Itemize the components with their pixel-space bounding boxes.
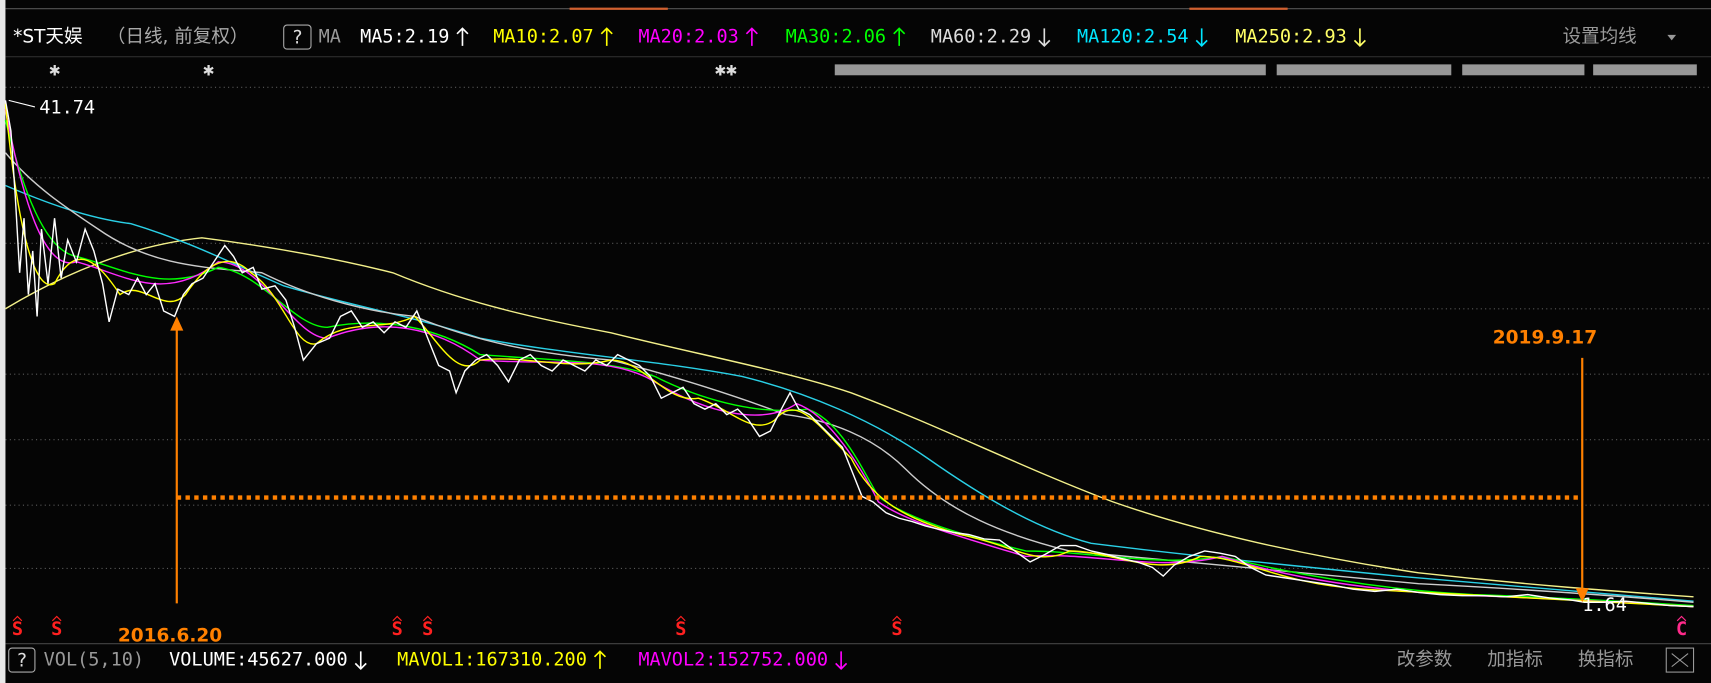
left-edge xyxy=(0,0,6,683)
help-button[interactable] xyxy=(283,24,312,50)
trade-marker: S xyxy=(675,619,686,640)
close-icon[interactable] xyxy=(1671,653,1689,668)
ma120-line xyxy=(5,184,1694,602)
arrow-head xyxy=(170,316,184,331)
trade-marker: C xyxy=(1676,619,1687,640)
volume-indicator: VOL(5,10) xyxy=(44,650,144,671)
event-strip xyxy=(1593,64,1697,76)
ma-item: MA5:2.19 xyxy=(360,27,449,48)
help-icon[interactable]: ? xyxy=(292,28,303,49)
ma250-line xyxy=(5,237,1694,598)
volume-item: MAVOL1:167310.200 xyxy=(397,650,587,671)
trend-arrow xyxy=(745,27,758,46)
stock-name: *ST天娱 xyxy=(13,27,82,48)
event-strip xyxy=(1462,64,1585,76)
trend-arrow xyxy=(600,27,613,46)
volume-button[interactable]: 加指标 xyxy=(1487,650,1543,671)
ma-legend: MA5:2.19 MA10:2.07 MA20:2.03 MA30:2.06 MA60:… xyxy=(360,27,1366,48)
indicator-name: MA xyxy=(319,27,341,48)
event-strip xyxy=(834,64,1266,76)
volume-item: MAVOL2:152752.000 xyxy=(638,650,828,671)
ma60-line xyxy=(4,152,1694,603)
volume-button[interactable]: 改参数 xyxy=(1397,650,1453,671)
trend-arrow xyxy=(893,27,906,46)
trend-arrow xyxy=(1038,28,1051,47)
close-button[interactable] xyxy=(1665,647,1695,673)
price-lines xyxy=(4,100,1694,608)
trend-arrow xyxy=(354,651,367,670)
marker-arrow xyxy=(892,615,902,622)
marker-arrow xyxy=(676,615,686,622)
volume-help-icon[interactable]: ? xyxy=(16,651,27,672)
trend-arrow xyxy=(456,27,469,46)
low-label: 1.64 xyxy=(1582,595,1627,616)
event-strip xyxy=(1276,64,1452,76)
volume-help-button[interactable] xyxy=(8,647,36,673)
chart-mode: （日线, 前复权） xyxy=(107,27,249,48)
marker-arrow xyxy=(392,615,402,622)
settings-button[interactable]: 设置均线 xyxy=(1563,27,1637,48)
trade-marker: S xyxy=(51,619,62,640)
ma-item: MA60:2.29 xyxy=(931,27,1031,48)
marker-arrow xyxy=(422,615,433,622)
start-annotation: 2016.6.20 xyxy=(118,626,222,647)
trade-marker: S xyxy=(12,619,23,640)
trend-arrow xyxy=(593,650,607,669)
ma-item: MA30:2.06 xyxy=(786,27,886,48)
arrow-head xyxy=(1575,588,1589,603)
high-pointer xyxy=(8,99,36,108)
trend-arrow xyxy=(1195,28,1208,47)
high-label: 41.74 xyxy=(39,98,95,119)
event-marker: ✱ xyxy=(49,59,60,80)
marker-arrow xyxy=(1676,615,1687,622)
volume-legend: VOLUME:45627.000 MAVOL1:167310.200 MAVOL2:… xyxy=(169,650,848,671)
ma-item: MA250:2.93 xyxy=(1235,27,1347,48)
ma-item: MA20:2.03 xyxy=(638,27,738,48)
volume-buttons: 改参数 加指标 换指标 xyxy=(1397,650,1634,671)
volume-item: VOLUME:45627.000 xyxy=(169,650,348,671)
trend-arrow xyxy=(835,651,848,670)
trend-arrow xyxy=(1353,28,1366,47)
ma20-line xyxy=(4,108,1694,608)
price-line xyxy=(4,100,1694,608)
trade-marker: S xyxy=(891,619,902,640)
event-markers: ✱ ✱ ✱✱ xyxy=(49,59,1697,80)
ma-item: MA120:2.54 xyxy=(1077,27,1189,48)
settings-dropdown[interactable] xyxy=(1667,34,1677,41)
ma-item: MA10:2.07 xyxy=(493,27,593,48)
event-marker: ✱ xyxy=(203,59,214,80)
end-annotation: 2019.9.17 xyxy=(1493,328,1597,349)
trade-marker: S xyxy=(392,619,403,640)
volume-button[interactable]: 换指标 xyxy=(1578,650,1634,671)
event-marker: ✱✱ xyxy=(715,59,737,80)
marker-arrow xyxy=(12,615,23,622)
marker-arrow xyxy=(51,615,62,622)
trade-marker: S xyxy=(422,619,433,640)
ma10-line xyxy=(4,103,1694,608)
